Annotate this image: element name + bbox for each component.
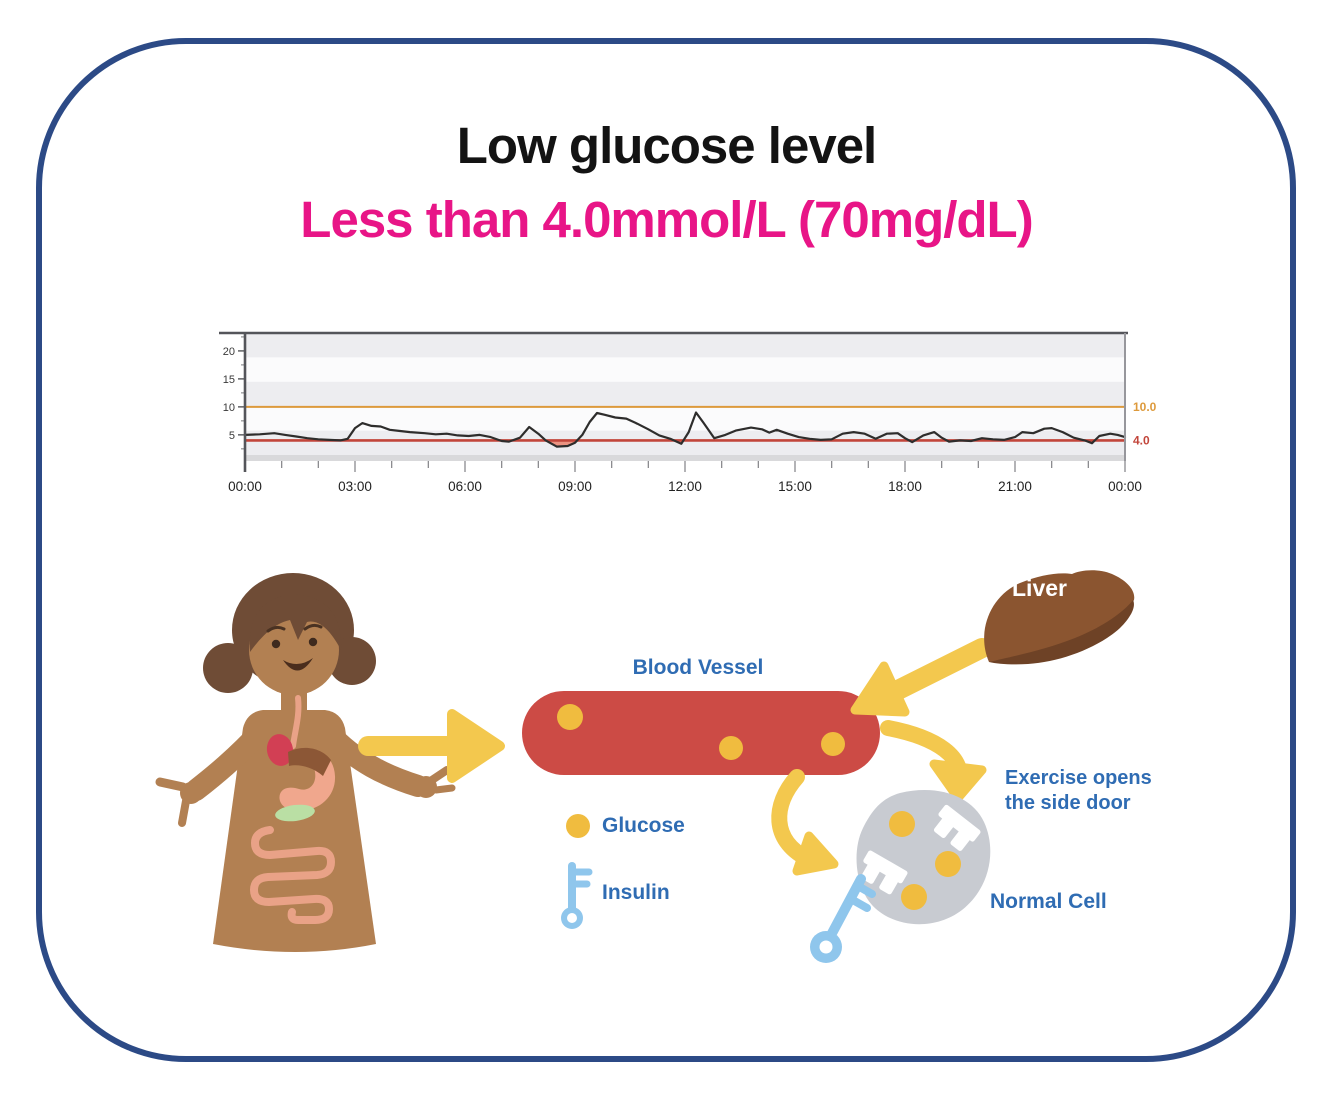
- chart-band: [245, 357, 1125, 382]
- insulin-key: [810, 874, 876, 963]
- exercise-arrow: [880, 720, 987, 803]
- legend-glucose-dot: [566, 814, 590, 838]
- legend-insulin-label: Insulin: [602, 881, 670, 904]
- hair-puff-right: [328, 637, 376, 685]
- mouth: [283, 658, 313, 671]
- glucose-daily-chart: 10.0 4.0 5 10 15 20 00:00 03:00 06:00 09:00 12:00 1…: [215, 322, 1160, 512]
- normal-cell-label: Normal Cell: [990, 890, 1107, 913]
- x-axis-tick-label: 09:00: [558, 479, 592, 494]
- glucose-dot: [889, 811, 915, 837]
- arm-left: [185, 719, 273, 801]
- liver-shape: [984, 570, 1135, 665]
- glucose-trace: [243, 411, 1127, 448]
- insulin-path-arrow: [771, 769, 839, 876]
- chart-band: [245, 430, 1125, 455]
- x-axis-tick-label: 12:00: [668, 479, 702, 494]
- liver-label: Liver: [1012, 575, 1067, 601]
- eye-right: [308, 637, 318, 647]
- threshold-label: 10.0: [1133, 400, 1157, 414]
- person-illustration: [155, 573, 456, 952]
- x-axis-tick-label: 06:00: [448, 479, 482, 494]
- chart-band: [245, 381, 1125, 407]
- eye-left: [271, 639, 281, 649]
- chart-band: [245, 406, 1125, 431]
- liver-small-organ: [288, 747, 331, 776]
- blood-vessel-label: Blood Vessel: [632, 656, 764, 679]
- chart-band: [245, 333, 1125, 358]
- blood-vessel-shape: [522, 691, 880, 775]
- x-axis-tick-label: 00:00: [1108, 479, 1142, 494]
- heart: [266, 734, 294, 766]
- hair-bangs: [249, 594, 342, 652]
- hair-puff-left: [203, 643, 253, 693]
- intestines: [250, 826, 335, 924]
- exercise-note-line1: Exercise opens: [1005, 767, 1152, 789]
- flow-arrow-person-to-vessel: [358, 709, 505, 783]
- page-subtitle: Less than 4.0mmol/L (70mg/dL): [300, 191, 1033, 248]
- y-axis-tick-label: 15: [223, 374, 235, 386]
- glucose-dot: [557, 704, 583, 730]
- y-axis-tick-label: 5: [229, 430, 235, 442]
- liver-arrow: [850, 638, 992, 717]
- eyebrow-right: [303, 623, 323, 631]
- x-axis-tick-label: 15:00: [778, 479, 812, 494]
- threshold-label: 4.0: [1133, 433, 1150, 447]
- esophagus: [290, 695, 302, 749]
- legend-glucose-label: Glucose: [602, 814, 685, 837]
- legend-insulin-key: [561, 862, 593, 929]
- page-title: Low glucose level: [456, 117, 877, 174]
- glucose-dot: [901, 884, 927, 910]
- x-axis-tick-label: 00:00: [228, 479, 262, 494]
- glucose-chart-svg: 10.0 4.0 5 10 15 20 00:00 03:00 06:00 09:00 12:00 1…: [219, 331, 1157, 494]
- thumb-left: [155, 777, 188, 792]
- y-axis-tick-label: 20: [223, 346, 235, 358]
- finger-right: [432, 784, 456, 794]
- pancreas: [275, 804, 315, 822]
- cell-door-top: [933, 804, 981, 851]
- cell-door-side: [861, 850, 908, 895]
- x-axis-tick-label: 03:00: [338, 479, 372, 494]
- glucose-dot: [821, 732, 845, 756]
- arm-right: [317, 721, 429, 797]
- eyebrow-left: [266, 625, 286, 633]
- finger-left: [178, 797, 190, 827]
- normal-cell-shape: [856, 790, 991, 925]
- x-axis-tick-label: 18:00: [888, 479, 922, 494]
- exercise-note-line2: the side door: [1005, 792, 1131, 814]
- chart-baseline-strip: [245, 455, 1125, 461]
- glucose-dot: [719, 736, 743, 760]
- x-axis-tick-label: 21:00: [998, 479, 1032, 494]
- thumb-right: [428, 766, 451, 784]
- y-axis-tick-label: 10: [223, 402, 235, 414]
- glucose-dot: [935, 851, 961, 877]
